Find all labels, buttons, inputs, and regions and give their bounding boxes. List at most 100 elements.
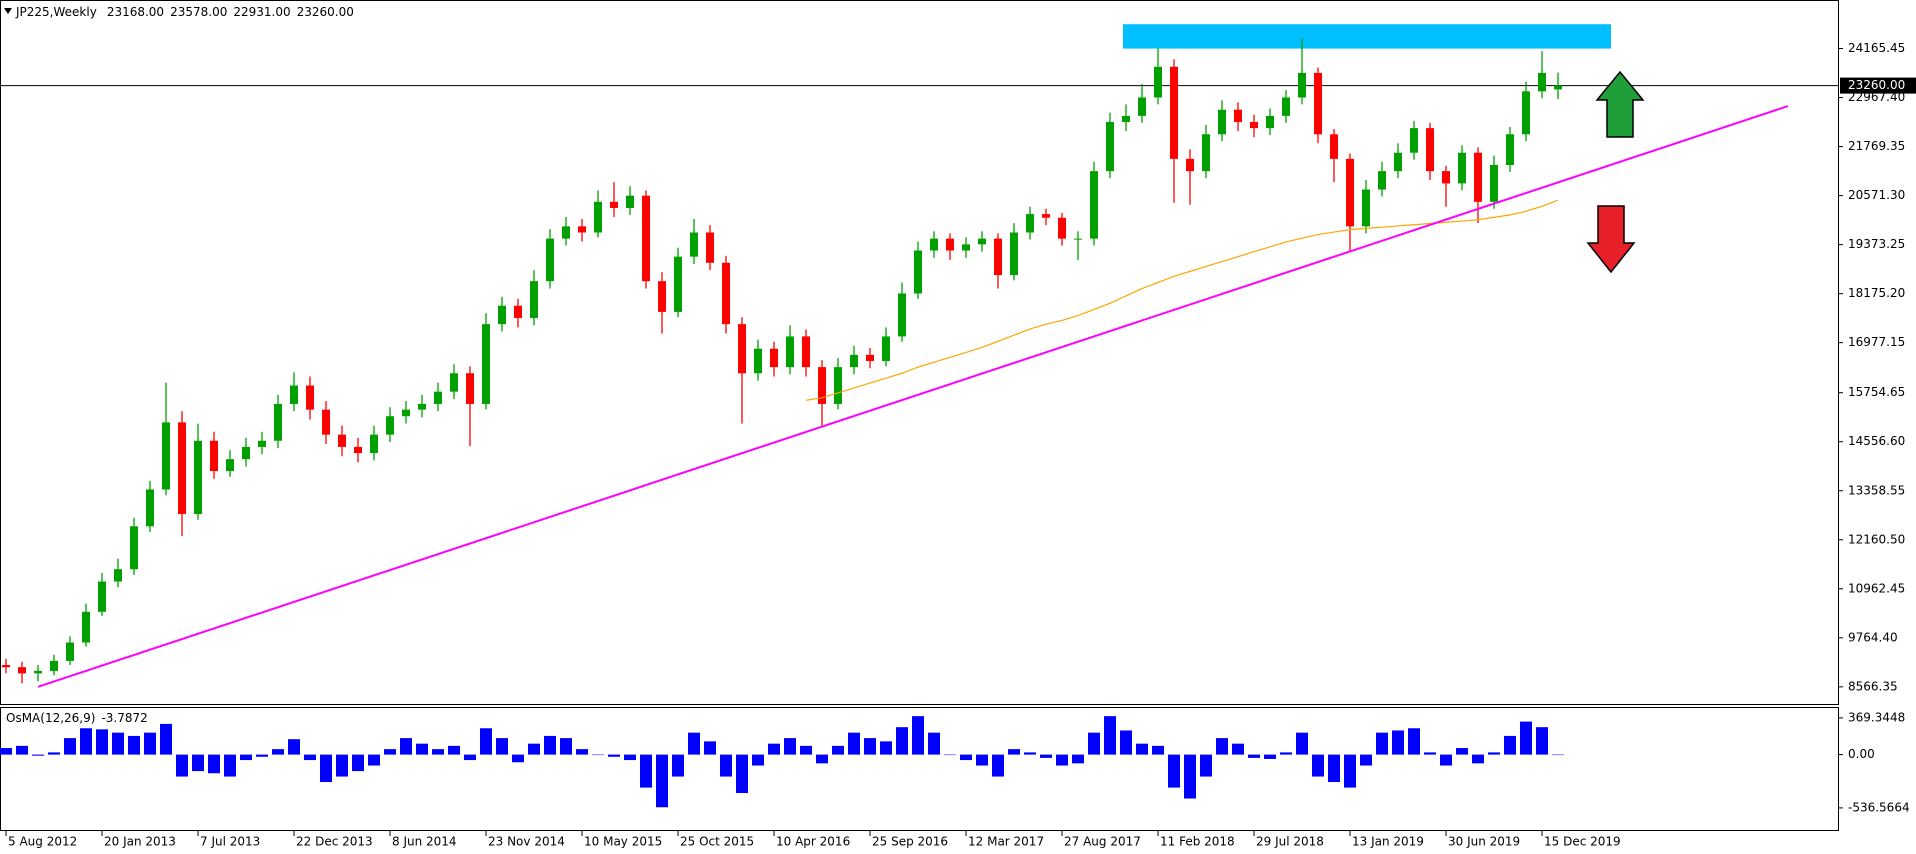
osma-bar xyxy=(480,728,492,755)
candle-body xyxy=(706,232,714,263)
candle-body xyxy=(962,244,970,251)
osma-bar xyxy=(1408,728,1420,755)
osma-bar xyxy=(880,741,892,755)
candle-body xyxy=(530,281,538,319)
osma-bar xyxy=(768,743,780,755)
osma-bar xyxy=(160,723,172,755)
candle-body xyxy=(450,373,458,392)
osma-bar xyxy=(336,754,348,777)
osma-bar xyxy=(32,754,44,756)
candle-body xyxy=(1538,72,1546,92)
osma-bar xyxy=(1360,754,1372,766)
osma-bar xyxy=(1440,754,1452,766)
osma-bar xyxy=(1472,754,1484,764)
osma-bar xyxy=(1088,732,1100,755)
osma-bar xyxy=(832,745,844,755)
osma-bar xyxy=(800,745,812,755)
y-tick-label: 13358.55 xyxy=(1848,483,1905,497)
candle-body xyxy=(1410,128,1418,153)
candle-body xyxy=(1506,134,1514,165)
osma-bar xyxy=(1552,754,1564,756)
candle-body xyxy=(1346,158,1354,227)
x-tick-label: 10 Apr 2016 xyxy=(776,835,850,849)
candle-body xyxy=(1330,134,1338,159)
trendline xyxy=(37,105,1789,688)
candle-body xyxy=(866,354,874,361)
candle-body xyxy=(546,238,554,282)
x-tick-label: 10 May 2015 xyxy=(584,835,662,849)
y-tick-label: 19373.25 xyxy=(1848,237,1905,251)
osma-bar xyxy=(1296,732,1308,755)
x-tick-label: 25 Sep 2016 xyxy=(872,835,948,849)
candle-body xyxy=(1490,164,1498,202)
osma-bar xyxy=(1424,752,1436,755)
y-tick-label: 10962.45 xyxy=(1848,581,1905,595)
main-panel-border xyxy=(0,0,1839,705)
x-tick-label: 12 Mar 2017 xyxy=(968,835,1044,849)
osma-bar xyxy=(1024,752,1036,755)
candle-body xyxy=(466,373,474,404)
candle-body xyxy=(114,569,122,582)
indicator-panel-border xyxy=(0,707,1839,831)
menu-triangle xyxy=(4,8,12,14)
osma-bar xyxy=(544,735,556,755)
x-tick-label: 27 Aug 2017 xyxy=(1064,835,1141,849)
candle-body xyxy=(2,665,10,668)
osma-bar xyxy=(1184,754,1196,799)
osma-bar xyxy=(1104,716,1116,755)
candle-body xyxy=(194,440,202,515)
candle-body xyxy=(658,281,666,312)
candle-body xyxy=(226,459,234,472)
candle-body xyxy=(178,422,186,515)
candle-body xyxy=(1218,109,1226,135)
osma-bar xyxy=(1056,754,1068,766)
candle-body xyxy=(18,667,26,674)
osma-bar xyxy=(688,732,700,755)
osma-bar xyxy=(320,754,332,783)
candle-body xyxy=(1250,122,1258,129)
x-tick-label: 13 Jan 2019 xyxy=(1352,835,1424,849)
osma-bar xyxy=(1376,732,1388,755)
osma-bar xyxy=(1328,754,1340,783)
osma-bar xyxy=(912,716,924,755)
indicator-name: OsMA(12,26,9) xyxy=(6,711,95,725)
osma-bar xyxy=(80,728,92,755)
close-price: 23260.00 xyxy=(297,5,354,19)
moving-average xyxy=(805,199,1559,401)
osma-bar xyxy=(1152,745,1164,755)
candle-body xyxy=(834,367,842,404)
osma-bar xyxy=(896,727,908,755)
x-tick-label: 22 Dec 2013 xyxy=(296,835,373,849)
candle-body xyxy=(98,581,106,612)
symbol: JP225,Weekly xyxy=(15,5,97,19)
candle-body xyxy=(1154,66,1162,98)
y-tick-label: 369.3448 xyxy=(1848,710,1905,724)
osma-bar xyxy=(656,754,668,808)
candle-body xyxy=(354,446,362,454)
x-tick-label: 30 Jun 2019 xyxy=(1448,835,1520,849)
candle-body xyxy=(210,440,218,472)
candle-body xyxy=(1042,214,1050,218)
candle-body xyxy=(1554,85,1562,90)
osma-bar xyxy=(592,754,604,756)
osma-bar xyxy=(112,732,124,755)
osma-bar xyxy=(432,749,444,755)
osma-bar xyxy=(1264,754,1276,759)
osma-bar xyxy=(1456,748,1468,755)
osma-bar xyxy=(176,754,188,777)
osma-bar xyxy=(1008,749,1020,755)
candle-body xyxy=(1186,158,1194,172)
y-tick-label: 21769.35 xyxy=(1848,139,1905,153)
candle-body xyxy=(498,305,506,325)
down-arrow xyxy=(1586,205,1636,274)
candle-body xyxy=(914,250,922,294)
x-tick-label: 20 Jan 2013 xyxy=(104,835,176,849)
candle-body xyxy=(1106,122,1114,172)
candle-body xyxy=(786,336,794,368)
candle-body xyxy=(1026,214,1034,233)
candle-body xyxy=(674,256,682,312)
candle-body xyxy=(1362,189,1370,227)
candle-body xyxy=(850,354,858,368)
candle-body xyxy=(626,195,634,208)
